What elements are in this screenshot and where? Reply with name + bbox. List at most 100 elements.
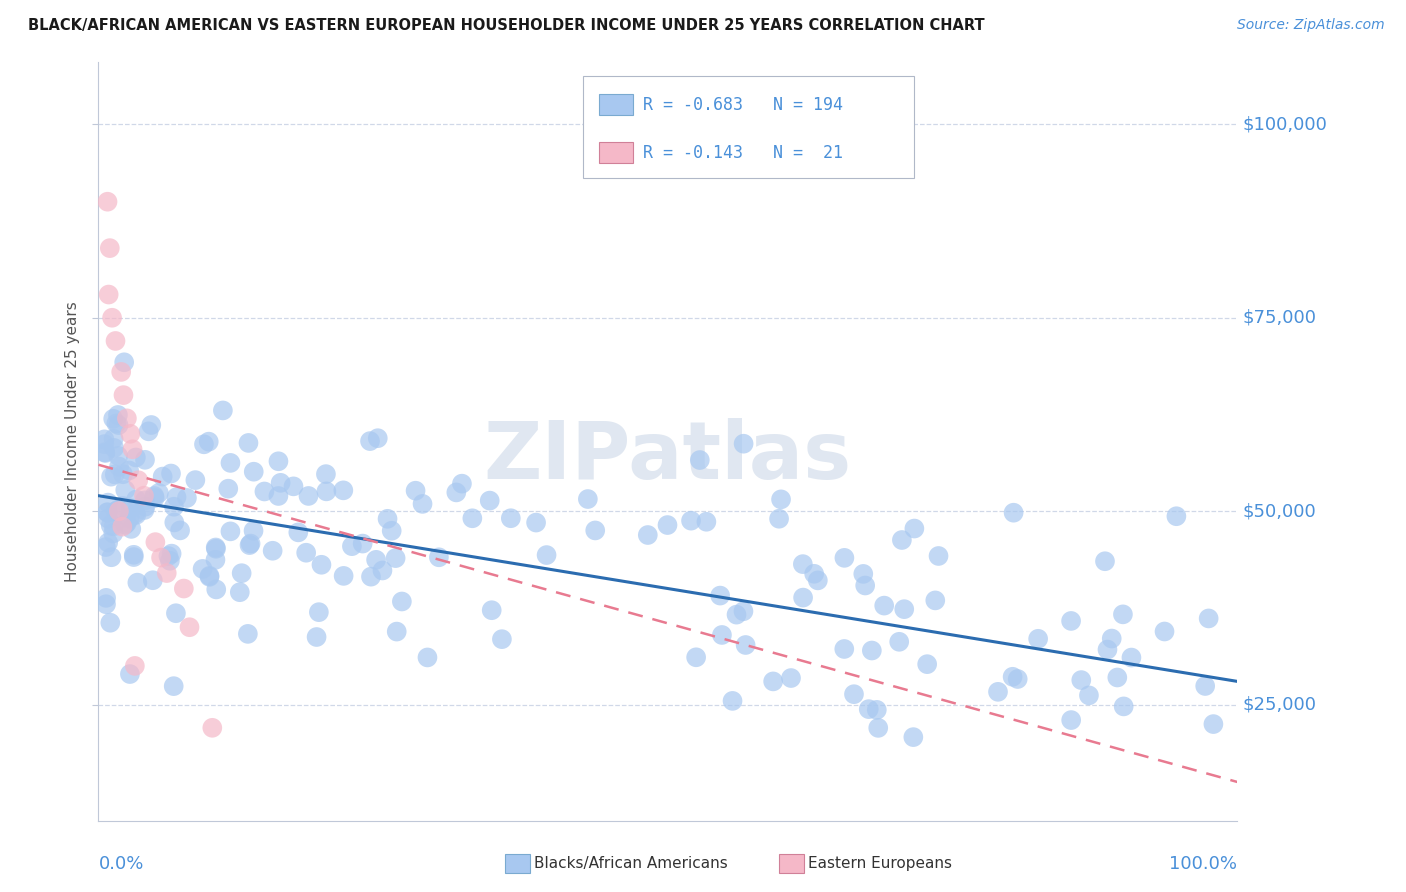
Point (115, 411, 138, 425)
Point (121, 442, 143, 457)
Y-axis label: Householder Income Under 25 years: Householder Income Under 25 years (65, 301, 80, 582)
Point (893, 602, 915, 616)
Point (364, 553, 387, 567)
Point (141, 417, 163, 432)
Point (283, 479, 305, 493)
Point (1094, 554, 1116, 568)
Point (98, 241, 121, 255)
Point (134, 493, 156, 508)
Point (866, 703, 889, 717)
Point (352, 536, 374, 550)
Point (94, 540, 117, 554)
Point (915, 657, 938, 672)
Point (416, 650, 439, 665)
Point (219, 456, 242, 470)
Point (193, 437, 215, 451)
Point (101, 310, 124, 325)
Text: Blacks/African Americans: Blacks/African Americans (534, 856, 728, 871)
Point (150, 550, 173, 565)
Point (184, 473, 207, 487)
Point (159, 554, 181, 568)
Text: $25,000: $25,000 (1243, 696, 1317, 714)
Point (107, 418, 129, 433)
Point (97, 535, 120, 549)
Point (134, 500, 156, 514)
Point (792, 591, 814, 605)
Point (499, 511, 522, 525)
Point (868, 721, 890, 735)
Point (166, 490, 188, 504)
Point (96, 505, 118, 519)
Point (205, 582, 228, 597)
Point (315, 484, 337, 499)
Point (239, 536, 262, 550)
Point (125, 450, 148, 465)
Point (94, 446, 117, 460)
Text: $50,000: $50,000 (1243, 502, 1317, 520)
Point (103, 526, 125, 541)
Point (679, 514, 702, 528)
Point (97, 495, 120, 509)
Point (491, 632, 513, 647)
Point (118, 511, 141, 525)
Point (1026, 632, 1049, 646)
Point (148, 486, 170, 500)
Point (212, 403, 235, 417)
Point (332, 483, 354, 498)
Point (238, 538, 260, 552)
Point (120, 501, 142, 516)
Point (112, 388, 135, 402)
Point (734, 638, 756, 652)
Point (115, 516, 138, 530)
Point (685, 650, 707, 665)
Point (205, 541, 228, 556)
Point (536, 548, 558, 562)
Point (219, 524, 242, 539)
Point (1077, 689, 1099, 703)
Point (107, 408, 129, 422)
Point (160, 467, 183, 481)
Point (367, 431, 389, 445)
Point (332, 569, 354, 583)
Point (96, 505, 118, 519)
Point (100, 469, 122, 483)
Point (1194, 679, 1216, 693)
Text: R = -0.143   N =  21: R = -0.143 N = 21 (643, 144, 842, 161)
Point (134, 452, 156, 467)
Point (834, 550, 856, 565)
Point (873, 599, 896, 613)
Point (107, 449, 129, 463)
Point (924, 593, 946, 607)
Point (110, 365, 132, 379)
Point (1112, 607, 1135, 622)
Point (163, 500, 186, 514)
Point (832, 642, 855, 657)
Point (311, 558, 333, 572)
Point (142, 573, 165, 587)
Point (143, 489, 166, 503)
Point (903, 522, 925, 536)
Point (179, 620, 201, 634)
Point (768, 512, 790, 526)
Point (204, 553, 226, 567)
Point (100, 550, 122, 565)
Point (478, 493, 501, 508)
Point (889, 634, 911, 648)
Point (576, 491, 599, 506)
Point (163, 679, 186, 693)
Text: 0.0%: 0.0% (98, 855, 143, 873)
Point (709, 589, 731, 603)
Point (201, 721, 224, 735)
Point (103, 411, 125, 425)
Point (371, 564, 394, 578)
Point (176, 491, 198, 505)
Point (125, 492, 148, 507)
Point (928, 549, 950, 563)
Point (384, 551, 406, 566)
Point (229, 585, 252, 599)
Point (1097, 642, 1119, 657)
Point (721, 694, 744, 708)
Point (127, 473, 149, 487)
Point (524, 516, 547, 530)
Point (405, 483, 427, 498)
